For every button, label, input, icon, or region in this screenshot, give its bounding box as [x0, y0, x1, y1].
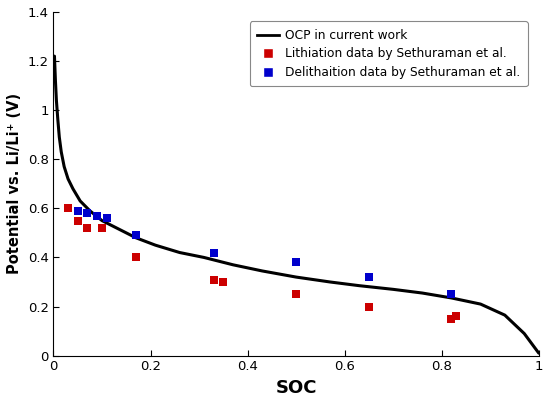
Point — [447, 291, 456, 297]
Point — [209, 276, 218, 283]
Point — [131, 254, 140, 261]
Point — [83, 210, 92, 217]
Point — [131, 232, 140, 239]
Point — [365, 274, 373, 280]
Point — [292, 259, 300, 265]
Y-axis label: Potential vs. Li/Li⁺ (V): Potential vs. Li/Li⁺ (V) — [7, 93, 22, 274]
Point — [219, 279, 228, 285]
X-axis label: SOC: SOC — [276, 379, 317, 397]
Point — [64, 205, 73, 212]
Legend: OCP in current work, Lithiation data by Sethuraman et al., Delithaition data by : OCP in current work, Lithiation data by … — [250, 21, 528, 86]
Point — [97, 225, 106, 231]
Point — [102, 215, 111, 221]
Point — [447, 316, 456, 322]
Point — [93, 213, 102, 219]
Point — [452, 313, 461, 320]
Point — [365, 303, 373, 310]
Point — [209, 249, 218, 256]
Point — [73, 217, 82, 224]
Point — [292, 291, 300, 297]
Point — [73, 208, 82, 214]
Point — [83, 225, 92, 231]
